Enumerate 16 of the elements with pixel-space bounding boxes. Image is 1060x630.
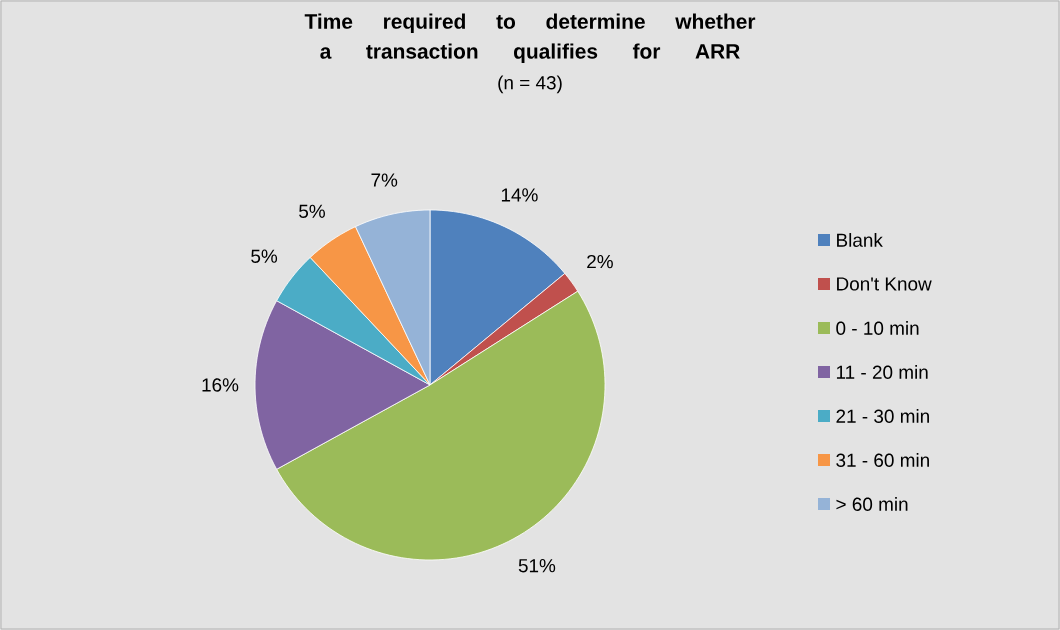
data-label: 14% xyxy=(501,188,538,202)
chart-title: Time required to determine whether a transaction qualifies for ARR xyxy=(304,13,756,63)
legend-label: 31 - 60 min xyxy=(836,453,929,467)
legend-label: 21 - 30 min xyxy=(836,409,929,423)
data-label: 7% xyxy=(371,173,398,187)
legend-label: Don't Know xyxy=(837,277,932,291)
legend-label: > 60 min xyxy=(836,497,908,511)
chart-subtitle: (n = 43) xyxy=(498,75,562,94)
data-label: 16% xyxy=(202,378,239,392)
data-label: 2% xyxy=(587,254,613,269)
data-label: 5% xyxy=(251,249,278,263)
legend-label: 0 - 10 min xyxy=(836,321,919,335)
legend-label: 11 - 20 min xyxy=(836,365,928,379)
data-label: 5% xyxy=(299,204,325,218)
legend-label: Blank xyxy=(837,233,883,247)
data-label: 51% xyxy=(518,559,556,573)
